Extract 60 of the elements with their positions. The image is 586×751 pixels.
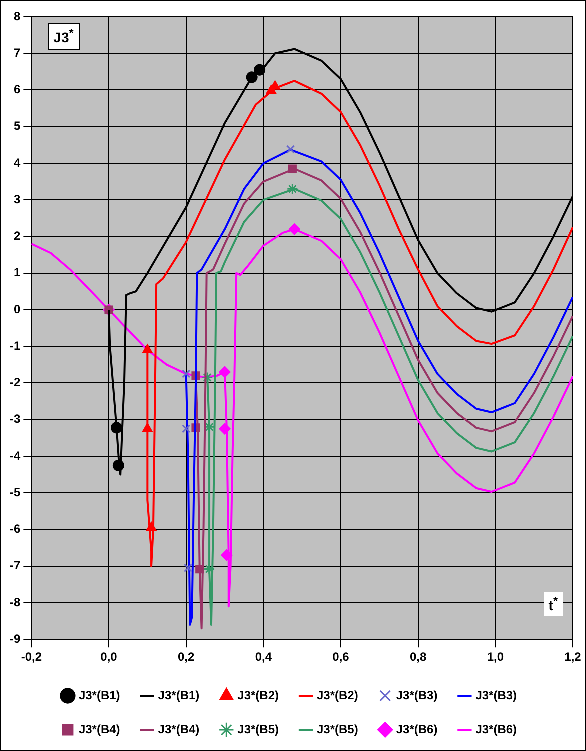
y-tick-label: -4 [10,448,21,463]
point [146,522,157,532]
point [110,422,122,434]
legend-label: J3*(B3) [476,688,518,702]
legend-label: J3*(B1) [78,688,120,702]
y-tick-label: 6 [14,82,21,97]
point [142,423,153,432]
y-axis-title: J3$^{*}$ [48,23,80,50]
point [246,72,258,84]
y-tick-label: 4 [14,156,21,170]
point [182,370,191,378]
y-tick-label: -9 [10,632,21,646]
legend-label: J3*(B6) [396,722,438,736]
point [182,424,191,434]
point [219,366,231,378]
legend-label: J3*(B5) [317,722,358,736]
y-tick-label: -7 [10,558,21,573]
y-tick-label: 0 [14,302,21,316]
y-tick-label: -3 [10,412,21,426]
point [219,423,231,435]
x-tick-label: 0,6 [332,650,350,664]
legend-label: J3*(B5) [238,722,280,736]
point [286,145,296,154]
y-tick-label: -1 [10,338,21,353]
legend-label: J3*(B6) [476,722,518,736]
y-tick-label: 5 [14,119,21,134]
point [112,460,124,472]
x-axis-title: t$^{*}$ [544,592,563,616]
legend-label: J3*(B4) [158,722,200,736]
legend-label: J3*(B3) [396,688,438,702]
y-tick-label: 8 [14,9,21,24]
point [196,564,204,574]
y-tick-label: 1 [14,266,21,280]
legend-label: J3*(B1) [158,688,200,702]
point [184,564,193,572]
x-tick-label: 0,0 [100,650,118,664]
point [288,164,297,174]
y-tick-label: -8 [10,595,21,610]
legend-label: J3*(B2) [238,688,280,702]
x-tick-label: 0,4 [255,650,272,664]
y-tick-label: -2 [10,376,21,390]
y-tick-label: -6 [10,522,21,536]
point [254,64,266,76]
y-tick-label: -5 [10,485,21,500]
point [202,372,214,384]
x-tick-label: 1,2 [564,650,582,664]
point [204,564,216,576]
point [142,344,153,354]
point [286,183,298,195]
y-tick-label: 7 [14,46,21,60]
x-tick-label: 1,0 [487,650,504,664]
y-tick-label: 3 [14,192,21,206]
x-tick-label: -0,2 [21,650,42,664]
legend-label: J3*(B4) [78,722,120,736]
x-tick-label: 0,8 [410,650,427,664]
y-tick-label: 2 [14,229,21,244]
point [288,224,300,236]
x-tick-label: 0,2 [178,650,195,664]
point [221,550,233,562]
legend-label: J3*(B2) [317,688,358,702]
